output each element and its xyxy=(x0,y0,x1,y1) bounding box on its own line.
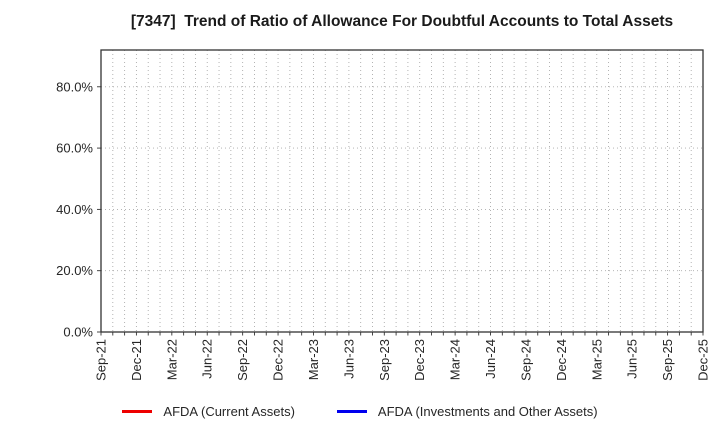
x-gridlines xyxy=(100,50,704,332)
legend-label-afda-current-assets: AFDA (Current Assets) xyxy=(163,404,295,419)
x-tick-label: Dec-22 xyxy=(271,339,286,381)
legend-item-afda-investments: AFDA (Investments and Other Assets) xyxy=(336,404,598,419)
y-tick-label: 20.0% xyxy=(56,263,93,278)
y-gridlines xyxy=(101,86,703,272)
x-tick-label: Mar-23 xyxy=(306,339,321,380)
x-ticks xyxy=(100,332,704,336)
x-tick-label: Dec-21 xyxy=(129,339,144,381)
red-line-swatch-icon xyxy=(122,410,153,413)
plot-border xyxy=(100,49,704,333)
x-tick-label: Sep-24 xyxy=(518,339,533,381)
y-tick-label: 40.0% xyxy=(56,202,93,217)
x-tick-label: Dec-25 xyxy=(696,339,711,381)
x-tick-label: Jun-24 xyxy=(483,339,498,379)
x-tick-label: Sep-23 xyxy=(377,339,392,381)
x-tick-labels: Sep-21 Dec-21 Mar-22 Jun-22 Sep-22 Dec-22 Mar-… xyxy=(94,339,711,381)
y-tick-label: 0.0% xyxy=(63,325,93,340)
x-tick-label: Jun-22 xyxy=(200,339,215,379)
x-tick-label: Jun-23 xyxy=(341,339,356,379)
x-tick-label: Mar-22 xyxy=(164,339,179,380)
x-tick-label: Dec-24 xyxy=(554,339,569,381)
x-tick-label: Jun-25 xyxy=(625,339,640,379)
x-tick-label: Dec-23 xyxy=(412,339,427,381)
y-ticks: 0.0% 20.0% 40.0% 60.0% 80.0% xyxy=(56,79,101,340)
y-tick-label: 60.0% xyxy=(56,141,93,156)
legend: AFDA (Current Assets) AFDA (Investments … xyxy=(0,404,720,419)
x-tick-label: Sep-21 xyxy=(94,339,109,381)
x-tick-label: Sep-25 xyxy=(660,339,675,381)
y-tick-label: 80.0% xyxy=(56,79,93,94)
blue-line-swatch-icon xyxy=(336,410,367,413)
x-tick-label: Mar-24 xyxy=(448,339,463,380)
x-tick-label: Mar-25 xyxy=(589,339,604,380)
legend-label-afda-investments: AFDA (Investments and Other Assets) xyxy=(377,404,598,419)
chart-title: [7347] Trend of Ratio of Allowance For D… xyxy=(130,13,674,30)
legend-item-afda-current-assets: AFDA (Current Assets) xyxy=(122,404,295,419)
x-tick-label: Sep-22 xyxy=(235,339,250,381)
